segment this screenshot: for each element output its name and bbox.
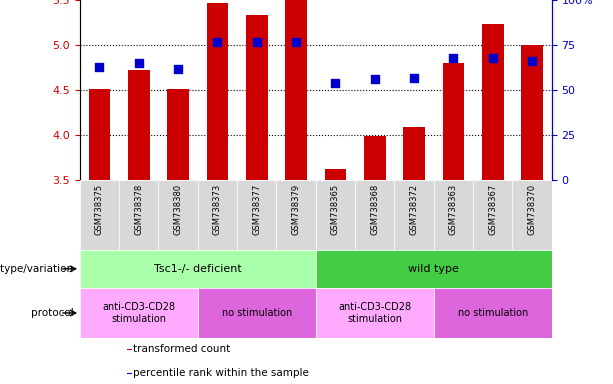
Bar bbox=[207, 3, 228, 180]
Bar bbox=[355, 180, 394, 250]
Point bbox=[173, 66, 183, 72]
Bar bbox=[316, 288, 434, 338]
Point bbox=[291, 38, 301, 45]
Text: percentile rank within the sample: percentile rank within the sample bbox=[133, 368, 309, 378]
Bar bbox=[285, 0, 307, 180]
Point bbox=[488, 55, 498, 61]
Bar bbox=[316, 250, 552, 288]
Bar bbox=[246, 15, 267, 180]
Text: GSM738375: GSM738375 bbox=[95, 184, 104, 235]
Bar bbox=[88, 89, 110, 180]
Text: GSM738379: GSM738379 bbox=[292, 184, 300, 235]
Bar bbox=[434, 180, 473, 250]
Point bbox=[134, 60, 143, 66]
Bar bbox=[158, 180, 198, 250]
Text: GSM738368: GSM738368 bbox=[370, 184, 379, 235]
Bar bbox=[434, 288, 552, 338]
Text: no stimulation: no stimulation bbox=[221, 308, 292, 318]
Bar bbox=[80, 250, 316, 288]
Bar bbox=[316, 180, 355, 250]
Text: Tsc1-/- deficient: Tsc1-/- deficient bbox=[154, 264, 242, 274]
Text: protocol: protocol bbox=[31, 308, 74, 318]
Bar bbox=[119, 180, 158, 250]
Text: GSM738365: GSM738365 bbox=[331, 184, 340, 235]
Text: GSM738377: GSM738377 bbox=[252, 184, 261, 235]
Bar bbox=[127, 349, 132, 350]
Text: transformed count: transformed count bbox=[133, 344, 230, 354]
Bar bbox=[167, 89, 189, 180]
Text: anti-CD3-CD28
stimulation: anti-CD3-CD28 stimulation bbox=[102, 302, 175, 324]
Text: GSM738373: GSM738373 bbox=[213, 184, 222, 235]
Bar bbox=[521, 45, 543, 180]
Text: anti-CD3-CD28
stimulation: anti-CD3-CD28 stimulation bbox=[338, 302, 411, 324]
Text: GSM738372: GSM738372 bbox=[409, 184, 419, 235]
Bar bbox=[80, 180, 119, 250]
Point bbox=[94, 64, 104, 70]
Bar bbox=[324, 169, 346, 180]
Bar bbox=[127, 373, 132, 374]
Text: wild type: wild type bbox=[408, 264, 459, 274]
Bar bbox=[128, 70, 150, 180]
Point bbox=[330, 80, 340, 86]
Bar bbox=[512, 180, 552, 250]
Bar bbox=[276, 180, 316, 250]
Point bbox=[370, 76, 379, 83]
Bar bbox=[80, 288, 197, 338]
Bar bbox=[197, 288, 316, 338]
Text: GSM738367: GSM738367 bbox=[488, 184, 497, 235]
Text: genotype/variation: genotype/variation bbox=[0, 264, 74, 274]
Text: no stimulation: no stimulation bbox=[457, 308, 528, 318]
Bar bbox=[443, 63, 464, 180]
Point bbox=[449, 55, 459, 61]
Text: GSM738380: GSM738380 bbox=[173, 184, 183, 235]
Bar bbox=[473, 180, 512, 250]
Point bbox=[252, 38, 262, 45]
Bar bbox=[482, 24, 503, 180]
Point bbox=[527, 58, 537, 65]
Point bbox=[409, 74, 419, 81]
Bar bbox=[403, 127, 425, 180]
Bar bbox=[197, 180, 237, 250]
Text: GSM738378: GSM738378 bbox=[134, 184, 143, 235]
Point bbox=[213, 38, 223, 45]
Text: GSM738370: GSM738370 bbox=[528, 184, 536, 235]
Bar bbox=[394, 180, 434, 250]
Text: GSM738363: GSM738363 bbox=[449, 184, 458, 235]
Bar bbox=[364, 136, 386, 180]
Bar bbox=[237, 180, 276, 250]
